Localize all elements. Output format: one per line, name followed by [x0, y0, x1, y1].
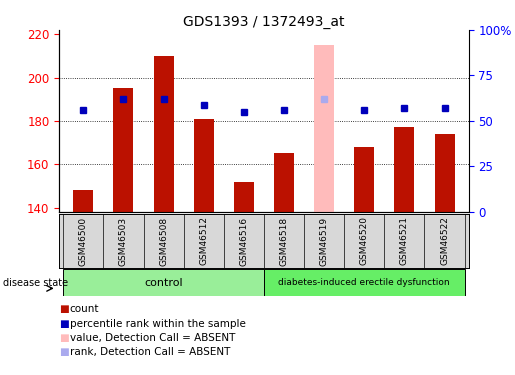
Text: ■: ■: [59, 333, 69, 343]
Bar: [113, 88, 133, 212]
Text: ■: ■: [59, 347, 69, 357]
Text: GSM46516: GSM46516: [239, 216, 248, 266]
Bar: [354, 147, 374, 212]
Text: ■: ■: [59, 319, 69, 328]
Text: GSM46519: GSM46519: [320, 216, 329, 266]
Text: diabetes-induced erectile dysfunction: diabetes-induced erectile dysfunction: [279, 278, 450, 287]
Text: value, Detection Call = ABSENT: value, Detection Call = ABSENT: [70, 333, 235, 343]
Text: GSM46522: GSM46522: [440, 216, 449, 266]
Bar: [314, 45, 334, 212]
Text: count: count: [70, 304, 99, 314]
Bar: [264, 269, 465, 296]
Bar: [435, 134, 455, 212]
Bar: [394, 128, 415, 212]
Title: GDS1393 / 1372493_at: GDS1393 / 1372493_at: [183, 15, 345, 29]
Bar: [194, 119, 214, 212]
Text: rank, Detection Call = ABSENT: rank, Detection Call = ABSENT: [70, 347, 230, 357]
Text: ■: ■: [59, 304, 69, 314]
Text: GSM46518: GSM46518: [280, 216, 288, 266]
Text: GSM46512: GSM46512: [199, 216, 208, 266]
Text: control: control: [144, 278, 183, 288]
Text: GSM46500: GSM46500: [79, 216, 88, 266]
Bar: [63, 269, 264, 296]
Bar: [153, 56, 174, 212]
Text: percentile rank within the sample: percentile rank within the sample: [70, 319, 246, 328]
Bar: [73, 190, 93, 212]
Bar: [234, 182, 254, 212]
Text: GSM46521: GSM46521: [400, 216, 409, 266]
Text: disease state: disease state: [3, 278, 67, 288]
Text: GSM46503: GSM46503: [119, 216, 128, 266]
Bar: [274, 153, 294, 212]
Text: GSM46508: GSM46508: [159, 216, 168, 266]
Text: GSM46520: GSM46520: [360, 216, 369, 266]
